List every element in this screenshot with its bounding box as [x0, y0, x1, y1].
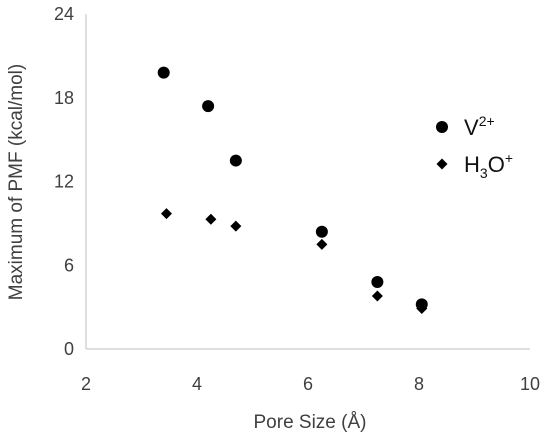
legend-label: V2+ — [464, 113, 495, 140]
data-point-v2plus — [202, 100, 215, 113]
legend-marker — [436, 121, 448, 133]
data-point-v2plus — [315, 225, 328, 238]
x-axis-title: Pore Size (Å) — [254, 412, 367, 433]
y-axis-title: Maximum of PMF (kcal/mol) — [6, 64, 27, 300]
data-point-h3oplus — [230, 220, 242, 232]
data-point-v2plus — [157, 66, 170, 79]
data-point-h3oplus — [416, 303, 428, 315]
data-point-v2plus — [229, 154, 242, 167]
x-tick-label: 8 — [414, 374, 424, 394]
y-tick-label: 18 — [54, 88, 74, 108]
legend: V2+ H3O+ — [436, 113, 513, 181]
y-tick-label: 24 — [54, 4, 74, 24]
chart-axes — [85, 14, 530, 350]
x-tick-label: 6 — [303, 374, 313, 394]
data-point-h3oplus — [160, 208, 172, 220]
data-point-h3oplus — [371, 290, 383, 302]
legend-label: H3O+ — [464, 150, 513, 181]
data-point-h3oplus — [205, 213, 217, 225]
x-tick-label: 2 — [81, 374, 91, 394]
data-points — [157, 66, 428, 315]
x-tick-label: 4 — [192, 374, 202, 394]
data-point-v2plus — [371, 276, 384, 288]
legend-marker — [436, 158, 448, 170]
y-tick-label: 12 — [54, 172, 74, 192]
data-point-h3oplus — [316, 238, 328, 250]
x-tick-label: 10 — [520, 374, 540, 394]
y-tick-label: 6 — [64, 255, 74, 275]
y-tick-label: 0 — [64, 339, 74, 359]
